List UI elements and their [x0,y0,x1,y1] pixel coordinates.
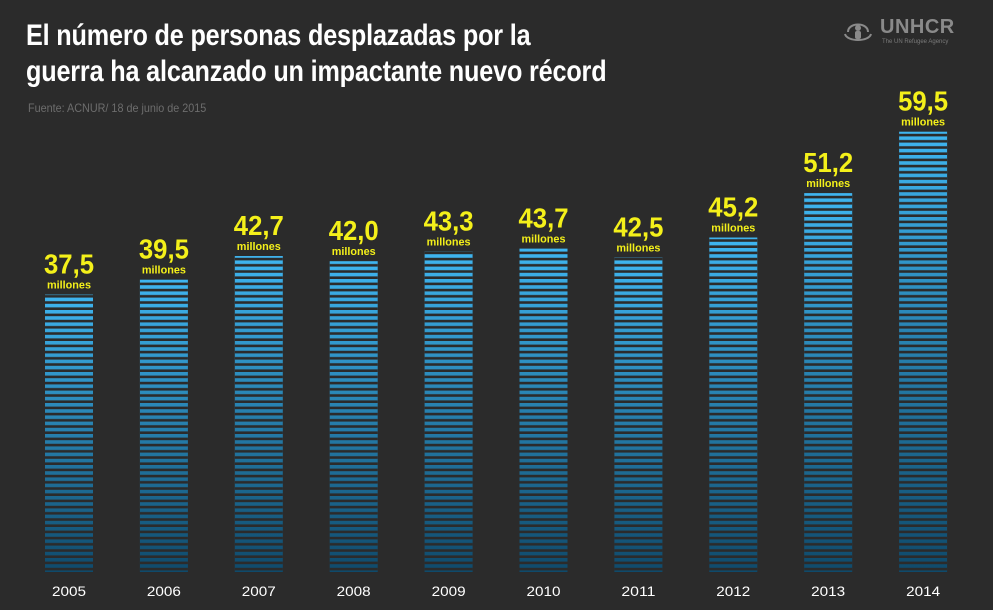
bar-value-label: 42,7 [234,210,284,241]
logo-tagline: The UN Refugee Agency [882,39,949,45]
bar-unit-label: millones [332,246,376,258]
bar-unit-label: millones [522,234,566,246]
x-tick-label: 2008 [337,583,371,599]
x-tick-label: 2007 [242,583,276,599]
x-tick-label: 2011 [621,583,655,599]
unhcr-logo: UNHCR The UN Refugee Agency [842,12,972,48]
bar-value-label: 51,2 [803,147,853,178]
bar-unit-label: millones [142,265,186,277]
bar-stripes-2011 [614,257,663,572]
bar-value-label: 43,7 [519,203,569,234]
x-tick-label: 2012 [716,583,750,599]
bar-value-label: 42,0 [329,215,379,246]
bar-value-label: 43,3 [424,206,474,237]
bar-stripes-2014 [899,131,948,572]
bar-stripes-2007 [234,256,283,572]
bar-unit-label: millones [901,117,945,129]
bar-unit-label: millones [711,223,755,235]
bar-stripes-2005 [45,294,93,572]
x-tick-label: 2006 [147,583,181,599]
bar-stripes-2010 [519,248,568,572]
bar-value-label: 37,5 [44,249,94,280]
bar-unit-label: millones [237,241,281,253]
bar-stripes-2013 [804,193,853,572]
chart-title: El número de personas desplazadas por la… [26,19,607,88]
bar-stripes-2008 [329,261,378,572]
bar-value-label: 59,5 [898,86,948,117]
bar-stripes-2006 [139,279,188,572]
bar-stripes-2009 [424,251,473,572]
bar-unit-label: millones [616,243,660,255]
x-tick-label: 2014 [906,583,940,599]
logo-brand-text: UNHCR [880,16,955,38]
bar-value-label: 42,5 [613,212,663,243]
bar-value-label: 39,5 [139,234,189,265]
x-tick-label: 2013 [811,583,845,599]
x-tick-label: 2009 [432,583,466,599]
source-note: Fuente: ACNUR/ 18 de junio de 2015 [28,101,207,115]
unhcr-emblem-icon [844,23,872,41]
bar-value-label: 45,2 [708,192,758,223]
bar-stripes-2012 [709,237,758,572]
x-tick-label: 2005 [52,583,86,599]
bar-unit-label: millones [47,280,91,292]
x-tick-label: 2010 [527,583,561,599]
bar-unit-label: millones [806,178,850,190]
bar-unit-label: millones [427,237,471,249]
